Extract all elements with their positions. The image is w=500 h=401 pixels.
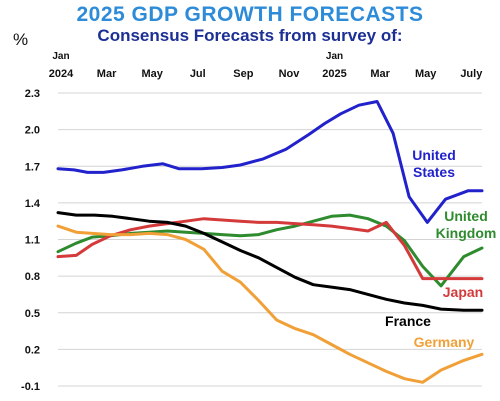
y-tick-label: 0.2 xyxy=(25,344,40,356)
y-tick-label: 0.5 xyxy=(25,308,40,320)
germany-label-line: Germany xyxy=(414,334,475,350)
united-kingdom-line xyxy=(56,213,484,288)
chart-subtitle: Consensus Forecasts from survey of: xyxy=(97,26,403,45)
japan-label: Japan xyxy=(443,284,483,300)
france-label: France xyxy=(385,313,431,329)
united-kingdom-label-line: United xyxy=(444,208,488,224)
x-tick-label: Mar xyxy=(370,68,390,80)
series-lines xyxy=(56,100,484,384)
x-tick-label: Nov xyxy=(279,68,301,80)
y-tick-label: 1.1 xyxy=(25,235,40,247)
france-line xyxy=(56,211,484,312)
united-states-label: United States xyxy=(412,147,456,180)
x-tick-label: Mar xyxy=(97,68,117,80)
x-tick-label: Jan xyxy=(326,51,343,62)
y-tick-label: 1.7 xyxy=(25,161,40,173)
x-axis-ticks: Jan 2024 Mar May Jul Sep Nov Jan 2025 Mar May July xyxy=(49,51,483,80)
y-tick-label: 0.8 xyxy=(25,271,40,283)
france-label-line: France xyxy=(385,313,431,329)
united-kingdom-label-line: Kingdom xyxy=(436,225,497,241)
y-tick-label: 2.3 xyxy=(25,88,40,100)
germany-label: Germany xyxy=(414,334,475,350)
x-tick-label: May xyxy=(141,68,163,80)
grid-lines xyxy=(58,92,482,387)
united-states-label-line: United xyxy=(412,147,456,163)
x-tick-label: Jan xyxy=(52,51,69,62)
x-tick-year-label: 2024 xyxy=(49,68,74,80)
chart-title: 2025 GDP GROWTH FORECASTS xyxy=(76,3,424,26)
y-axis-unit-label: % xyxy=(13,30,29,49)
y-tick-label: -0.1 xyxy=(21,381,40,393)
x-tick-label: Sep xyxy=(233,68,253,80)
x-tick-label: Jul xyxy=(190,68,206,80)
united-states-label-line: States xyxy=(413,164,455,180)
y-tick-label: 2.0 xyxy=(25,125,40,137)
united-states-line xyxy=(56,100,484,224)
y-axis-ticks: 2.3 2.0 1.7 1.4 1.1 0.8 0.5 0.2 -0.1 xyxy=(21,88,41,393)
japan-label-line: Japan xyxy=(443,284,483,300)
x-tick-label: July xyxy=(460,68,483,80)
japan-line xyxy=(56,217,484,281)
x-tick-year-label: 2025 xyxy=(322,68,346,80)
y-tick-label: 1.4 xyxy=(25,198,41,210)
germany-line xyxy=(56,224,484,384)
x-tick-label: May xyxy=(415,68,437,80)
united-kingdom-label: United Kingdom xyxy=(436,208,497,241)
